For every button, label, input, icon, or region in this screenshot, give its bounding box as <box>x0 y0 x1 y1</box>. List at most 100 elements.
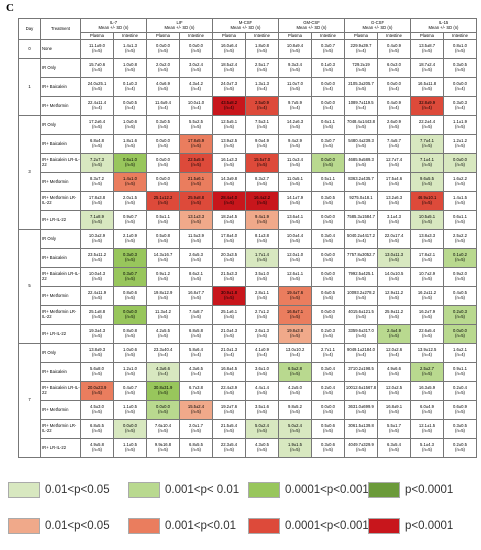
value-cell: 22.4±3.9 (n=5) <box>212 381 246 401</box>
cytokine-name: G-CSF <box>370 19 385 25</box>
value-cell: 729.2±19 (n=5) <box>344 58 378 78</box>
treatment-cell: IR+ Metformin <box>40 96 81 116</box>
mean-sd: 4049.7±329.9 <box>348 442 374 448</box>
value-cell: 3.1±4.3 (n=5) <box>377 210 411 230</box>
mean-sd: 2.5±2.7 <box>420 366 434 372</box>
sample-size: (n=4) <box>191 352 201 357</box>
mean-sd: 10.5±5.1 <box>418 214 436 220</box>
sample-size: (n=5) <box>290 409 300 414</box>
mean-sd: 22.6±5.4 <box>418 328 436 334</box>
mean-sd: 4.9±5.8 <box>90 442 104 448</box>
cytokine-subtitle: Mean +/- SD (n) <box>98 24 129 30</box>
value-cell: 13.5±8.7 (n=5) <box>410 39 444 59</box>
data-row: IR+ Baicalein 23.5±11.2 (n=5) 0.3±0.3 (n=5) 1… <box>19 248 477 268</box>
value-cell: 13.0±11.3 (n=5) <box>377 248 411 268</box>
value-cell: 10.0±4.3 (n=5) <box>80 267 114 287</box>
mean-sd: 17.2±6.4 <box>88 119 106 125</box>
data-row: 7 IR Only 13.8±9.3 (n=5) 1.0±0.6 (n=5) 23.3±40… <box>18 343 477 458</box>
cytokine-table: Day Treatment IL-7 Mean +/- SD (n) LIF Mean +… <box>18 18 477 458</box>
sample-size: (n=5) <box>191 276 201 281</box>
legend-swatch <box>8 482 40 498</box>
sample-size: (n=5) <box>92 295 102 300</box>
sample-size: (n=5) <box>422 181 432 186</box>
mean-sd: 22.4±11.4 <box>87 100 107 106</box>
sample-size: (n=5) <box>92 48 102 53</box>
legend-label: p<0.0001 <box>405 484 454 496</box>
sample-size: (n=5) <box>125 295 135 300</box>
sample-size: (n=5) <box>422 390 432 395</box>
value-cell: 1.4±1.0 (n=5) <box>113 172 147 192</box>
mean-sd: 25.1±8.8 <box>88 309 106 315</box>
mean-sd: 5480.4±239.3 <box>348 138 374 144</box>
value-cell: 5.5±1.7 (n=5) <box>377 419 411 439</box>
mean-sd: 6.8±5.5 <box>189 442 203 448</box>
data-row: 0 None 11.1±9.0 (n=5) 1.4±1.3 (n=5) 0.0±0.0 (n=… <box>18 39 477 59</box>
sample-size: (n=5) <box>224 48 234 53</box>
mean-sd: 19.3±4.3 <box>88 328 106 334</box>
mean-sd: 4.3±4.2 <box>189 81 203 87</box>
mean-sd: 22.5±5.9 <box>187 157 205 163</box>
mean-sd: 10.7±2.9 <box>418 271 436 277</box>
sample-size: (n=5) <box>257 67 267 72</box>
mean-sd: 8.6±2.1 <box>189 271 203 277</box>
mean-sd: 22.2±4.4 <box>418 119 436 125</box>
value-cell: 2.6±0.9 (n=5) <box>377 115 411 135</box>
mean-sd: 0.0±0.0 <box>123 309 137 315</box>
sample-size: (n=5) <box>92 67 102 72</box>
sample-header: Intestine <box>113 32 147 40</box>
value-cell: 1.8±0.8 (n=5) <box>245 39 279 59</box>
mean-sd: 24.0±25.1 <box>87 81 107 87</box>
value-cell: 18.5±2.4 (n=5) <box>212 58 246 78</box>
sample-size: (n=5) <box>158 390 168 395</box>
value-cell: 7.2±7.3 (n=5) <box>80 153 114 173</box>
sample-size: (n=5) <box>257 143 267 148</box>
mean-sd: 19.8±12.9 <box>153 290 173 296</box>
value-cell: 7.4±5.7 (n=5) <box>377 134 411 154</box>
mean-sd: 1.0±0.6 <box>123 347 137 353</box>
value-cell: 2.4±4.9 (n=5) <box>377 324 411 344</box>
mean-sd: 12.0±2.5 <box>385 385 403 391</box>
value-cell: 0.3±0.7 (n=5) <box>311 39 345 59</box>
mean-sd: 13.0±10.2 <box>285 347 305 353</box>
value-cell: 1.9±1.5 (n=5) <box>278 438 312 458</box>
sample-size: (n=5) <box>455 333 465 338</box>
mean-sd: 13.9±2.5 <box>220 138 238 144</box>
value-cell: 11.0±3.4 (n=5) <box>278 153 312 173</box>
mean-sd: 18.7±2.4 <box>418 62 436 68</box>
value-cell: 0.0±0.0 (n=5) <box>311 210 345 230</box>
legend-item: p<0.0001 <box>368 482 453 498</box>
sample-size: (n=5) <box>125 67 135 72</box>
sample-size: (n=4) <box>323 86 333 91</box>
mean-sd: 0.3±0.7 <box>321 43 335 49</box>
sample-size: (n=5) <box>422 276 432 281</box>
value-cell: 22.3±5.4 (n=5) <box>212 438 246 458</box>
value-cell: 17.5±4.6 (n=5) <box>377 172 411 192</box>
cytokine-header: IL-15 Mean +/- SD (n) <box>410 18 477 33</box>
mean-sd: 0.0±0.0 <box>321 214 335 220</box>
panel-label: C <box>6 2 14 14</box>
treatment-cell: IR+ Metformin <box>40 400 81 420</box>
value-cell: 12.0±1.0 (n=5) <box>278 248 312 268</box>
sample-header: Plasma <box>80 32 114 40</box>
data-row: IR+ Metformin 22.4±11.9 (n=5) 0.8±0.6 (n=5) 1… <box>19 286 477 306</box>
sample-size: (n=5) <box>323 257 333 262</box>
sample-size: (n=5) <box>422 371 432 376</box>
value-cell: 0.3±0.7 (n=5) <box>113 267 147 287</box>
value-cell: 0.2±0.5 (n=5) <box>443 438 477 458</box>
value-cell: 21.0±1.3 (n=4) <box>212 343 246 363</box>
value-cell: 16.0±6.4 (n=5) <box>212 39 246 59</box>
sample-size: (n=4) <box>158 105 168 110</box>
sample-size: (n=5) <box>389 390 399 395</box>
value-cell: 1.3±1.3 (n=4) <box>245 77 279 97</box>
mean-sd: 0.0±0.0 <box>156 176 170 182</box>
value-cell: 20.3±3.5 (n=5) <box>212 248 246 268</box>
sample-size: (n=4) <box>257 352 267 357</box>
day-header: Day <box>18 18 41 40</box>
value-cell: 18.7±2.4 (n=5) <box>410 58 444 78</box>
mean-sd: 17.8±3.8 <box>88 195 106 201</box>
mean-sd: 16.0±6.4 <box>220 43 238 49</box>
sample-size: (n=5) <box>158 276 168 281</box>
value-cell: 0.3±0.7 (n=5) <box>311 134 345 154</box>
sample-size: (n=5) <box>224 295 234 300</box>
mean-sd: 2.6±5.3 <box>189 252 203 258</box>
